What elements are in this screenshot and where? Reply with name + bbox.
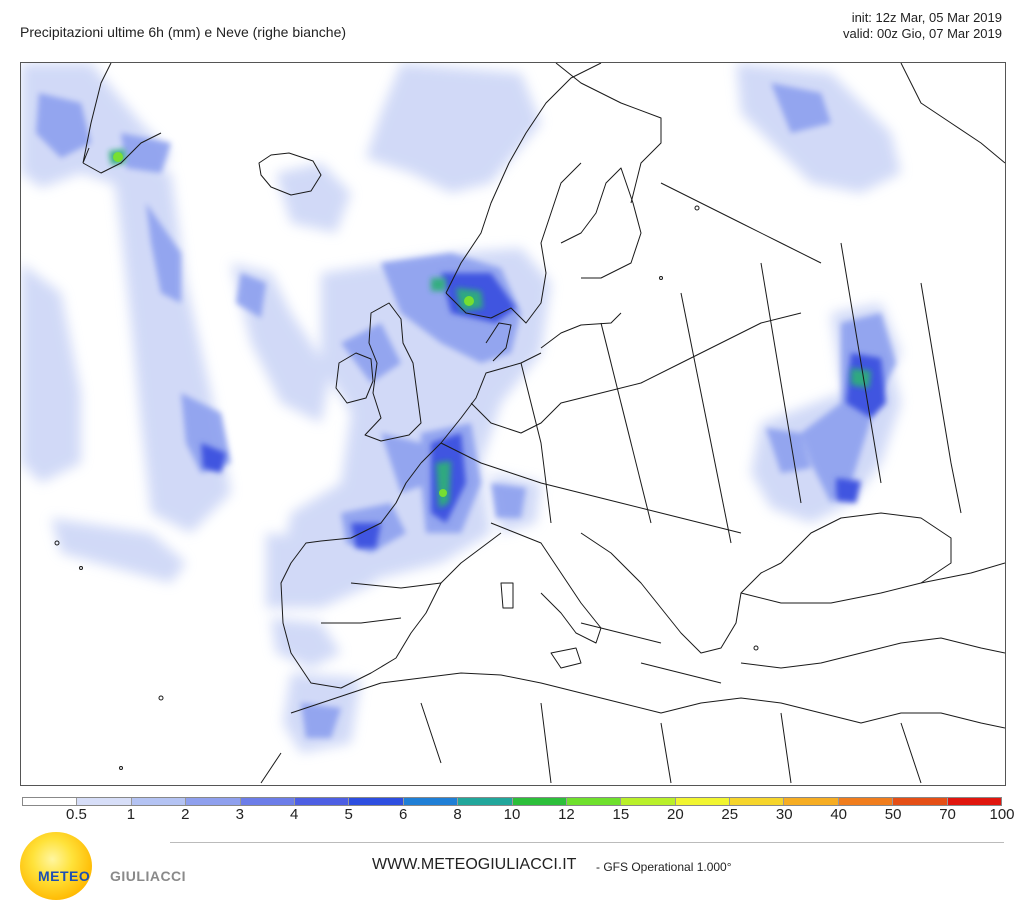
- map-title: Precipitazioni ultime 6h (mm) e Neve (ri…: [20, 24, 347, 40]
- color-swatch: [240, 798, 295, 805]
- color-swatch: [621, 798, 676, 805]
- scale-label: 30: [775, 806, 793, 823]
- map-canvas: [21, 63, 1005, 784]
- scale-label: 1: [126, 806, 136, 823]
- scale-label: 40: [830, 806, 847, 823]
- precip-max-layer: [113, 152, 474, 497]
- color-swatch: [838, 798, 894, 805]
- color-swatch: [23, 798, 78, 805]
- run-info: init: 12z Mar, 05 Mar 2019 valid: 00z Gi…: [843, 10, 1002, 42]
- color-swatch: [893, 798, 948, 805]
- website-link[interactable]: WWW.METEOGIULIACCI.IT: [372, 856, 577, 873]
- scale-label: 0.5: [66, 806, 87, 823]
- scale-label: 6: [398, 806, 408, 823]
- scale-label: 2: [181, 806, 190, 823]
- color-swatch: [947, 798, 1002, 805]
- color-scale-labels: 0.5 1 2 3 4 5 6 8 10 12 15 20 25 30 40 50 70 100: [22, 806, 1015, 826]
- color-swatch: [730, 798, 785, 805]
- logo-text-giuliacci: GIULIACCI: [110, 868, 187, 884]
- color-swatch: [77, 798, 132, 805]
- color-scale-bar: [22, 797, 1002, 806]
- color-swatch: [784, 798, 839, 805]
- meteogiuliacci-logo[interactable]: METEO GIULIACCI: [18, 830, 186, 902]
- scale-label: 3: [235, 806, 244, 823]
- color-swatch: [458, 798, 513, 805]
- color-swatch: [294, 798, 350, 805]
- scale-label: 4: [290, 806, 299, 823]
- scale-label: 50: [884, 806, 902, 823]
- scale-label: 10: [503, 806, 521, 823]
- scale-label: 12: [558, 806, 575, 823]
- scale-label: 15: [612, 806, 630, 823]
- color-swatch: [131, 798, 187, 805]
- init-time: init: 12z Mar, 05 Mar 2019: [851, 10, 1002, 25]
- color-swatch: [512, 798, 567, 805]
- color-swatch: [186, 798, 241, 805]
- color-swatch: [403, 798, 459, 805]
- scale-label: 8: [453, 806, 462, 823]
- sun-icon: [20, 832, 92, 900]
- precip-peak-layer: [109, 149, 871, 508]
- scale-label: 20: [666, 806, 684, 823]
- valid-time: valid: 00z Gio, 07 Mar 2019: [843, 26, 1002, 41]
- logo-text-meteo: METEO: [38, 868, 91, 884]
- scale-label: 100: [989, 806, 1015, 823]
- scale-label: 25: [721, 806, 739, 823]
- color-swatch: [675, 798, 731, 805]
- model-label: - GFS Operational 1.000°: [596, 860, 732, 874]
- coastlines-and-borders: [82, 63, 1005, 784]
- color-swatch: [349, 798, 404, 805]
- precipitation-map: [20, 62, 1006, 786]
- islands: [54, 205, 759, 770]
- scale-label: 5: [344, 806, 353, 823]
- color-swatch: [566, 798, 622, 805]
- footer-divider: [170, 842, 1004, 843]
- scale-label: 70: [939, 806, 956, 823]
